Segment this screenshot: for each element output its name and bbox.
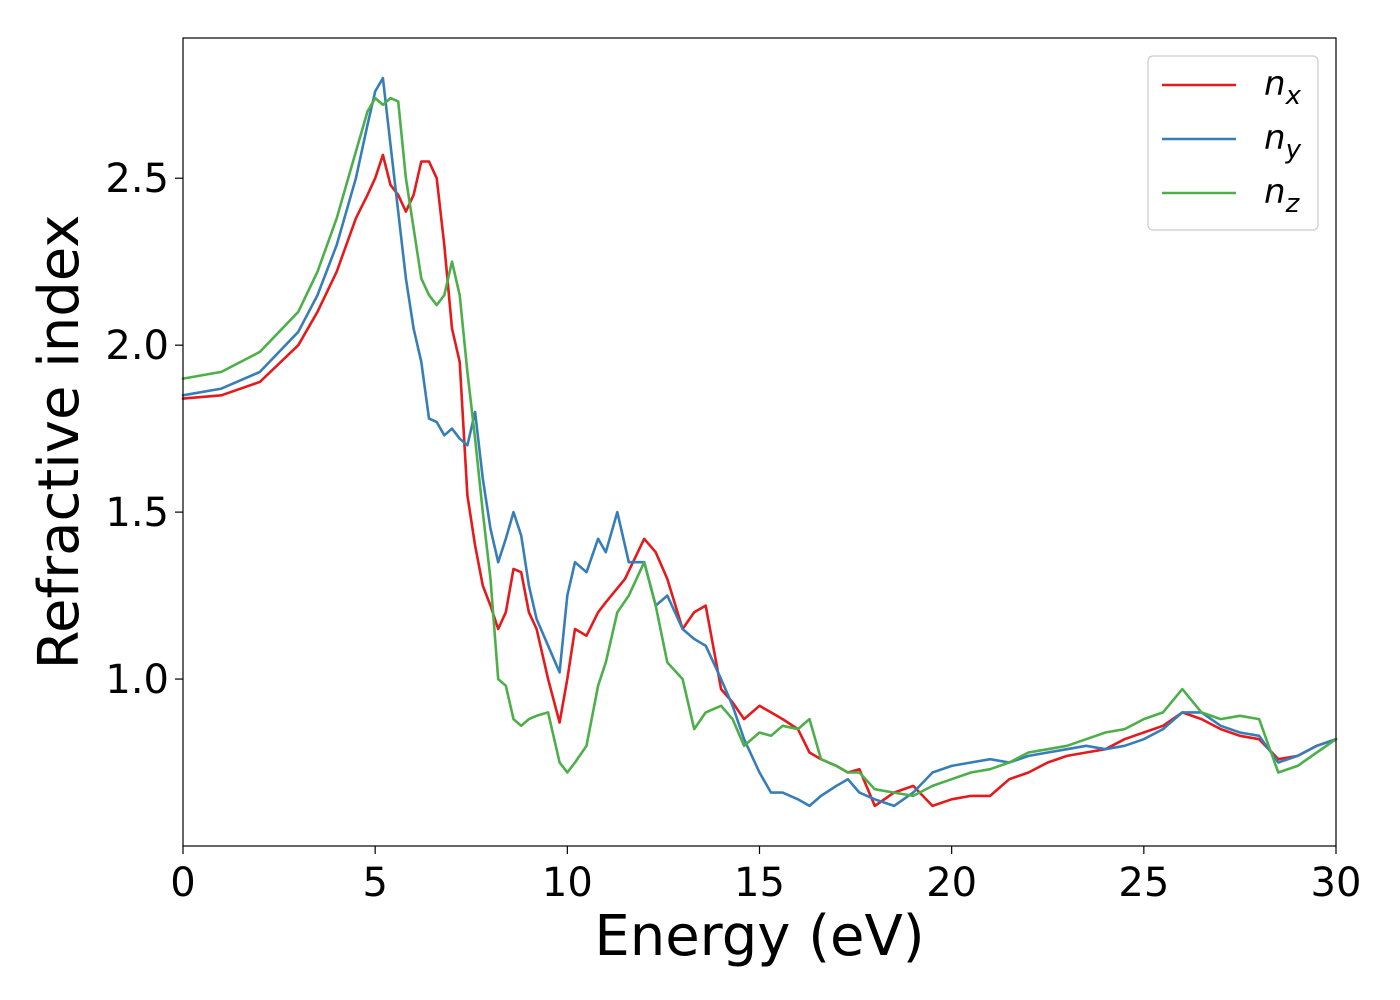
legend: nx ny nz [1147,55,1319,231]
legend-label-x: nx [1264,64,1302,111]
legend-box [1147,55,1319,231]
y-axis-label: Refractive index [27,215,92,670]
y-tick-label: 1.5 [105,490,169,536]
series-line-x [181,153,1338,808]
legend-label-z: nz [1264,172,1301,219]
series-layer [181,76,1338,808]
plot-background [183,38,1336,846]
y-tick-label: 2.5 [105,156,169,202]
y-axis-ticks: 1.0 1.5 2.0 2.5 [105,156,183,703]
x-tick-label: 30 [1311,860,1362,906]
x-axis-ticks: 0 5 10 15 20 25 30 [170,846,1361,906]
y-tick-label: 1.0 [105,657,169,703]
x-tick-label: 5 [362,860,387,906]
x-tick-label: 10 [542,860,593,906]
series-line-z [181,96,1338,798]
x-axis-label: Energy (eV) [594,904,924,969]
x-tick-label: 15 [734,860,785,906]
x-tick-label: 25 [1118,860,1169,906]
x-tick-label: 0 [170,860,195,906]
x-tick-label: 20 [926,860,977,906]
y-tick-label: 2.0 [105,323,169,369]
legend-entries: nx ny nz [1162,64,1302,219]
series-line-y [181,76,1338,808]
legend-label-y: ny [1264,118,1302,165]
